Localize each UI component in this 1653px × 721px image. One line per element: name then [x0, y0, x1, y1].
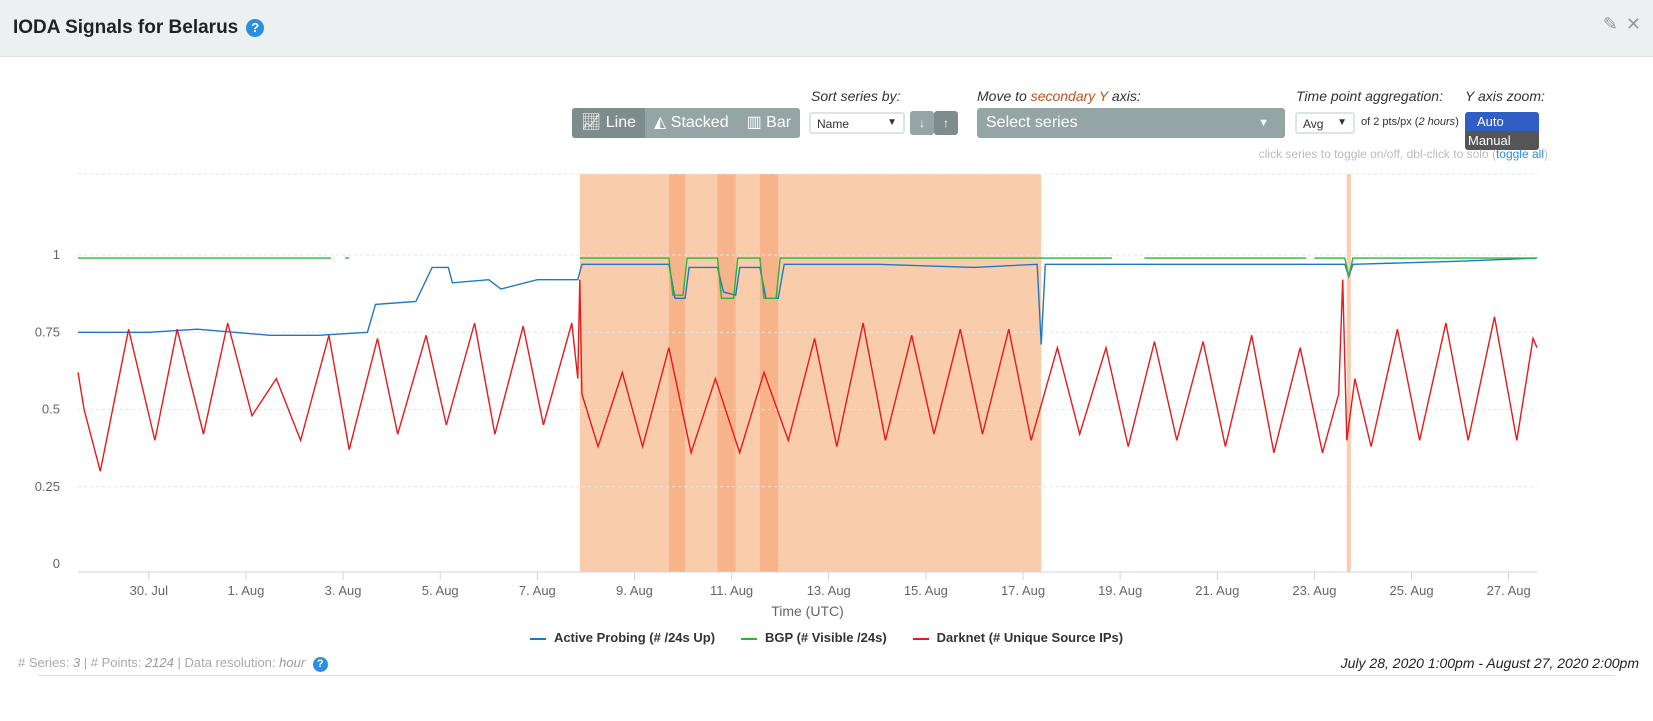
chart: 0 0.25 0.5 0.75 1 30. Jul 1. Aug 3. Aug 5. Aug 7.…: [35, 173, 1538, 619]
x-tick-label: 23. Aug: [1292, 583, 1336, 598]
y-zoom-manual[interactable]: Manual: [1465, 131, 1539, 150]
y-tick-label: 0: [53, 556, 60, 571]
outage-band: [1346, 174, 1351, 572]
area-chart-icon: ◭: [654, 114, 667, 131]
series-darknet: [77, 279, 1538, 472]
x-axis-title: Time (UTC): [771, 603, 844, 619]
aggregation-label: Time point aggregation:: [1296, 88, 1443, 104]
x-tick-label: 3. Aug: [325, 583, 362, 598]
x-tick-label: 1. Aug: [228, 583, 265, 598]
stacked-label: Stacked: [670, 114, 729, 131]
x-tick-label: 30. Jul: [130, 583, 168, 598]
sort-desc-button[interactable]: ↓: [910, 111, 934, 135]
x-tick-label: 15. Aug: [904, 583, 948, 598]
line-chart-icon: 📈︎: [581, 114, 602, 131]
legend-item-bgp[interactable]: BGP (# Visible /24s): [741, 630, 887, 645]
line-chart-button[interactable]: 📈︎ Line: [572, 108, 646, 138]
stacked-chart-button[interactable]: ◭ Stacked: [645, 108, 738, 138]
legend-item-darknet[interactable]: Darknet (# Unique Source IPs): [912, 630, 1123, 645]
aggregation-value: Avg: [1303, 117, 1324, 131]
line-label: Line: [605, 114, 637, 131]
caret-down-icon: ▼: [1258, 117, 1269, 129]
bar-chart-button[interactable]: ▥ Bar: [738, 108, 800, 138]
outage-band: [668, 174, 686, 572]
aggregation-note: of 2 pts/px (2 hours): [1361, 116, 1459, 128]
bar-chart-icon: ▥: [746, 114, 762, 131]
series-bgp: [78, 257, 1537, 299]
y-tick-label: 0.5: [42, 402, 60, 417]
divider: [38, 675, 1615, 676]
y-zoom-toggle[interactable]: Auto Manual: [1465, 112, 1539, 150]
edit-icon[interactable]: ✎: [1602, 14, 1618, 34]
caret-down-icon: ▼: [887, 117, 897, 128]
select-placeholder: Select series: [986, 114, 1078, 131]
toggle-hint: click series to toggle on/off, dbl-click…: [1258, 147, 1548, 161]
x-tick-label: 9. Aug: [616, 583, 653, 598]
caret-down-icon: ▼: [1337, 117, 1347, 128]
aggregation-select[interactable]: Avg ▼: [1295, 112, 1355, 134]
x-tick-label: 21. Aug: [1195, 583, 1239, 598]
y-tick-label: 1: [53, 247, 60, 262]
x-tick-label: 7. Aug: [519, 583, 556, 598]
y-tick-label: 0.75: [35, 324, 60, 339]
sort-value: Name: [817, 117, 850, 131]
panel-header: IODA Signals for Belarus ? ✎ ✕: [0, 0, 1653, 57]
sort-select[interactable]: Name ▼: [809, 112, 905, 134]
time-range: July 28, 2020 1:00pm - August 27, 2020 2…: [1340, 655, 1639, 671]
series-stats: # Series: 3 | # Points: 2124 | Data reso…: [18, 655, 328, 672]
sort-asc-button[interactable]: ↑: [934, 111, 958, 135]
outage-band: [759, 174, 779, 572]
secondary-axis-label: Move to secondary Y axis:: [977, 88, 1141, 104]
y-zoom-label: Y axis zoom:: [1465, 88, 1545, 104]
outage-band: [579, 174, 1042, 572]
legend-item-active-probing[interactable]: Active Probing (# /24s Up): [529, 630, 715, 645]
x-tick-label: 13. Aug: [807, 583, 851, 598]
bar-label: Bar: [766, 114, 792, 131]
x-tick-label: 19. Aug: [1098, 583, 1142, 598]
page-title: IODA Signals for Belarus: [13, 17, 239, 38]
question-circle-icon[interactable]: ?: [312, 657, 328, 672]
y-tick-label: 0.25: [35, 479, 60, 494]
outage-band: [717, 174, 736, 572]
legend: Active Probing (# /24s Up) BGP (# Visibl…: [0, 630, 1653, 645]
chart-type-toggle: 📈︎ Line ◭ Stacked ▥ Bar: [572, 108, 801, 138]
x-tick-label: 11. Aug: [710, 583, 753, 598]
question-circle-icon[interactable]: ?: [246, 19, 265, 37]
series-active-probing: [78, 257, 1538, 345]
y-zoom-auto[interactable]: Auto: [1465, 112, 1539, 131]
secondary-series-select[interactable]: Select series ▼: [977, 108, 1285, 138]
x-tick-label: 5. Aug: [422, 583, 459, 598]
sort-label: Sort series by:: [811, 88, 901, 104]
x-tick-label: 17. Aug: [1001, 583, 1045, 598]
toggle-all-link[interactable]: toggle all: [1495, 147, 1544, 161]
close-icon[interactable]: ✕: [1625, 14, 1641, 34]
x-tick-label: 25. Aug: [1389, 583, 1433, 598]
x-tick-label: 27. Aug: [1487, 583, 1531, 598]
